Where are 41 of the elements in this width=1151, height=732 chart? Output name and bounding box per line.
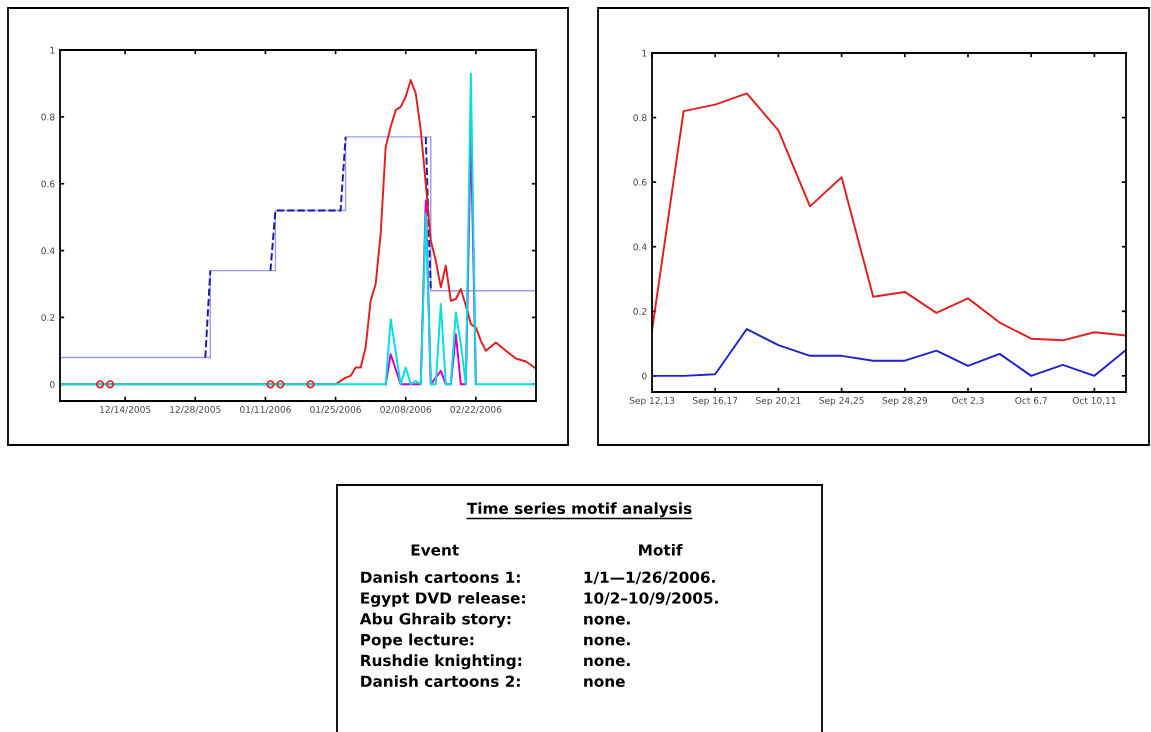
x-tick-label: 12/14/2005 xyxy=(100,406,151,414)
y-tick-label: 0.8 xyxy=(41,113,55,121)
x-tick-label: Sep 16,17 xyxy=(692,397,738,406)
x-tick-label: 02/08/2006 xyxy=(380,406,432,414)
y-tick-label: 0.2 xyxy=(633,308,647,315)
x-tick-label: Sep 20,21 xyxy=(756,397,801,406)
y-tick-label: 0 xyxy=(641,372,647,380)
text: Pope lecture: xyxy=(361,633,474,649)
x-tick-label: Sep 12,13 xyxy=(629,397,675,406)
y-tick-label: 0.4 xyxy=(41,247,55,255)
x-tick-label: Oct 6,7 xyxy=(1015,397,1047,405)
text: 10/2–10/9/2005. xyxy=(584,592,718,606)
text: none. xyxy=(584,636,630,646)
y-tick-label: 0 xyxy=(49,381,55,388)
text: none. xyxy=(584,657,630,667)
x-tick-label: Sep 24,25 xyxy=(819,397,864,406)
text: Abu Ghraib story: xyxy=(359,612,511,628)
y-tick-label: 0.8 xyxy=(633,114,647,122)
y-tick-label: 1 xyxy=(50,46,55,54)
text: Egypt DVD release: xyxy=(361,591,525,607)
text: Event xyxy=(411,544,459,556)
x-tick-label: 01/11/2006 xyxy=(240,406,291,414)
text: none xyxy=(584,678,625,688)
x-tick-label: Oct 10,11 xyxy=(1072,397,1116,405)
text: Danish cartoons 2: xyxy=(361,675,520,688)
y-tick-label: 0.6 xyxy=(633,178,647,186)
x-tick-label: 02/22/2006 xyxy=(450,406,502,414)
y-tick-label: 1 xyxy=(642,49,647,57)
text: Rushdie knighting: xyxy=(361,654,522,670)
y-tick-label: 0.2 xyxy=(41,314,55,321)
text: Danish cartoons 1: xyxy=(361,571,520,584)
text: Motif xyxy=(639,543,683,556)
y-tick-label: 0.4 xyxy=(633,243,647,251)
x-tick-label: 01/25/2006 xyxy=(310,406,362,414)
x-tick-label: Oct 2,3 xyxy=(952,397,984,405)
text: none. xyxy=(584,615,630,625)
x-tick-label: Sep 28,29 xyxy=(882,397,928,406)
text: 1/1—1/26/2006. xyxy=(584,571,715,585)
y-tick-label: 0.6 xyxy=(41,180,55,188)
text: Time series motif analysis xyxy=(466,502,692,518)
x-tick-label: 12/28/2005 xyxy=(170,406,221,414)
